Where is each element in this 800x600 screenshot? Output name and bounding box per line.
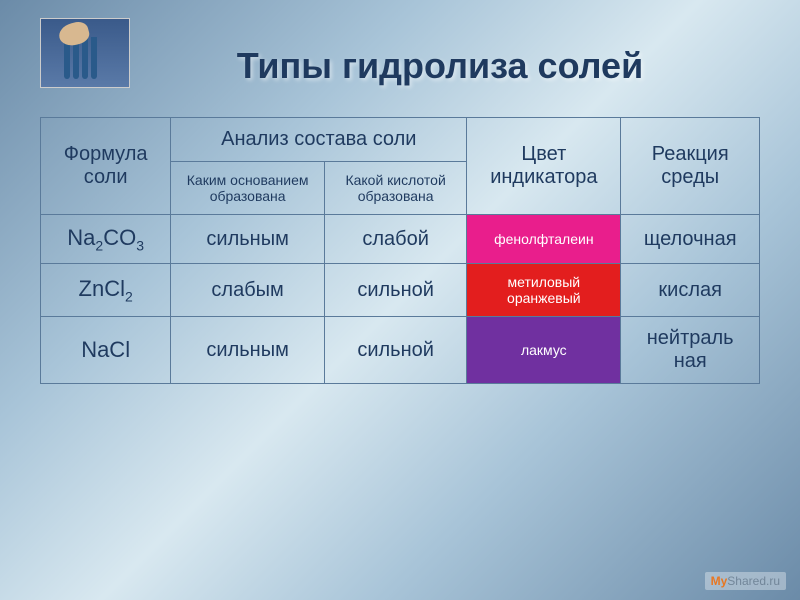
base-cell: сильным [171, 317, 325, 384]
watermark-prefix: My [711, 574, 728, 588]
formula-cell: NaCl [41, 317, 171, 384]
slide-title: Типы гидролиза солей [40, 20, 760, 87]
indicator-cell: метиловый оранжевый [467, 264, 621, 317]
table-header-row-1: Формула соли Анализ состава соли Цвет ин… [41, 118, 760, 162]
table-container: Формула соли Анализ состава соли Цвет ин… [40, 117, 760, 384]
indicator-cell: фенолфталеин [467, 215, 621, 264]
medium-cell: щелочная [621, 215, 760, 264]
table-row: NaCl сильным сильной лакмус нейтраль ная [41, 317, 760, 384]
hydrolysis-table: Формула соли Анализ состава соли Цвет ин… [40, 117, 760, 384]
acid-cell: сильной [324, 317, 466, 384]
col-base-subheader: Каким основанием образована [171, 162, 325, 215]
watermark: MyShared.ru [705, 572, 786, 590]
medium-cell: нейтраль ная [621, 317, 760, 384]
col-formula-header: Формула соли [41, 118, 171, 215]
col-indicator-header: Цвет индикатора [467, 118, 621, 215]
acid-cell: сильной [324, 264, 466, 317]
table-row: ZnCl2 слабым сильной метиловый оранжевый… [41, 264, 760, 317]
medium-cell: кислая [621, 264, 760, 317]
slide: Типы гидролиза солей Формула соли Анализ… [0, 0, 800, 600]
base-cell: слабым [171, 264, 325, 317]
formula-cell: ZnCl2 [41, 264, 171, 317]
indicator-cell: лакмус [467, 317, 621, 384]
acid-cell: слабой [324, 215, 466, 264]
base-cell: сильным [171, 215, 325, 264]
col-acid-subheader: Какой кислотой образована [324, 162, 466, 215]
formula-cell: Na2CO3 [41, 215, 171, 264]
tube-icon [91, 37, 97, 79]
table-row: Na2CO3 сильным слабой фенолфталеин щелоч… [41, 215, 760, 264]
col-reaction-header: Реакция среды [621, 118, 760, 215]
col-analysis-header: Анализ состава соли [171, 118, 467, 162]
watermark-suffix: Shared.ru [727, 574, 780, 588]
header-thumbnail [40, 18, 130, 88]
